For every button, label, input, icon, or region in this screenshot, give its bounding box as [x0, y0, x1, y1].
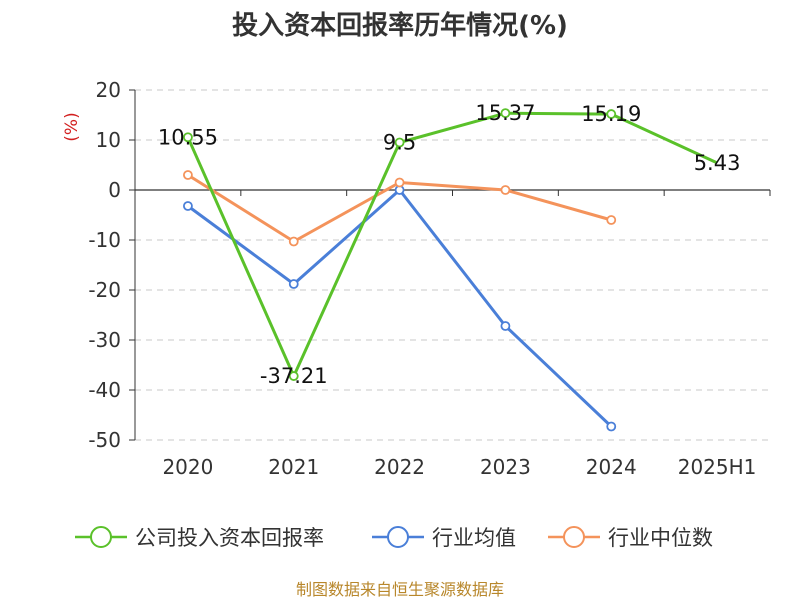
x-tick-label: 2020	[162, 455, 213, 479]
y-tick-label: -10	[88, 228, 121, 252]
series-line	[187, 188, 613, 428]
data-point	[606, 109, 617, 119]
series-layer	[183, 108, 718, 432]
data-point	[183, 201, 193, 211]
data-point	[183, 132, 193, 143]
y-tick-label: -50	[88, 428, 121, 452]
data-point	[394, 177, 405, 188]
data-point	[288, 236, 299, 247]
legend-marker	[563, 526, 585, 548]
data-point	[288, 279, 299, 289]
y-tick-label: -40	[88, 378, 121, 402]
x-tick-label: 2023	[480, 455, 531, 479]
legend-label: 行业均值	[432, 526, 516, 550]
data-label: 9.5	[383, 131, 416, 155]
data-point	[606, 215, 617, 225]
y-tick-label: 20	[96, 78, 121, 102]
legend-label: 公司投入资本回报率	[135, 526, 324, 550]
legend: 公司投入资本回报率 行业均值 行业中位数	[75, 526, 713, 550]
legend-marker	[387, 526, 409, 548]
y-tick-label: -20	[88, 278, 121, 302]
data-labels: 10.55 -37.21 9.5 15.37 15.19 5.43	[158, 101, 741, 388]
x-tick-label: 2025H1	[678, 455, 757, 479]
data-label: -37.21	[260, 364, 328, 388]
series-line	[186, 111, 718, 378]
data-point	[288, 371, 299, 381]
y-tick-label: -30	[88, 328, 121, 352]
x-tick-label: 2024	[586, 455, 637, 479]
data-point	[183, 170, 193, 180]
data-point	[500, 108, 511, 119]
source-note: 制图数据来自恒生聚源数据库	[296, 580, 504, 599]
chart-title: 投入资本回报率历年情况(%)	[232, 10, 568, 41]
y-tick-label: 0	[108, 178, 121, 202]
legend-marker	[90, 526, 112, 548]
axes: 20 10 0 -10 -20 -30 -40 -50 2020 2021 2022 2023 2024…	[88, 78, 771, 479]
data-label: 10.55	[158, 125, 218, 149]
data-point	[606, 421, 617, 432]
data-point	[500, 185, 511, 195]
y-axis-label: (%)	[62, 112, 82, 141]
data-label: 15.37	[475, 101, 535, 125]
y-tick-label: 10	[96, 128, 121, 152]
data-label: 15.19	[581, 102, 641, 126]
x-tick-label: 2022	[374, 455, 425, 479]
data-label: 5.43	[694, 151, 741, 175]
legend-label: 行业中位数	[608, 526, 713, 550]
data-point	[500, 321, 511, 331]
data-point	[394, 137, 405, 148]
x-tick-label: 2021	[268, 455, 319, 479]
